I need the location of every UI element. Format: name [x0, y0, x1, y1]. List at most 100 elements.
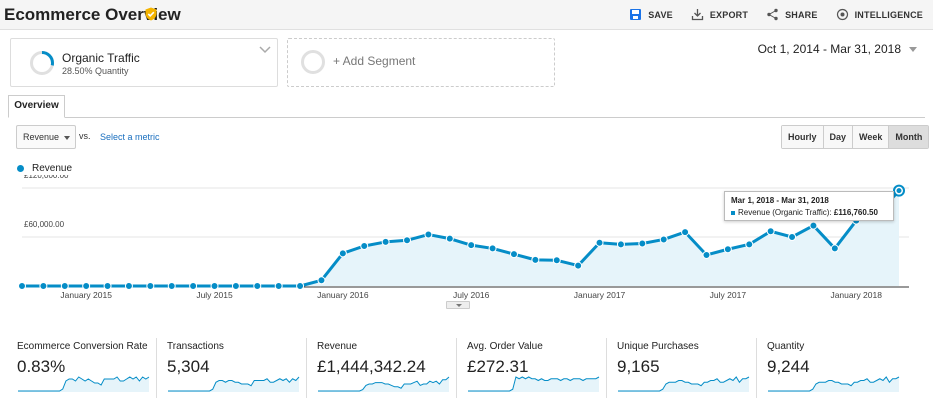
data-point[interactable]: [403, 236, 412, 245]
segment-name: Organic Traffic: [62, 51, 140, 65]
data-point[interactable]: [531, 255, 540, 264]
chevron-down-icon[interactable]: [259, 46, 271, 54]
scorecard-sparkline: [768, 376, 900, 392]
period-hourly-button[interactable]: Hourly: [782, 126, 824, 148]
data-point[interactable]: [788, 233, 797, 241]
data-point[interactable]: [745, 240, 754, 249]
data-point[interactable]: [830, 244, 839, 253]
scorecard-sparkline: [318, 376, 450, 392]
date-range-picker[interactable]: Oct 1, 2014 - Mar 31, 2018: [758, 42, 917, 56]
data-point[interactable]: [18, 282, 26, 290]
data-point[interactable]: [467, 241, 476, 250]
caret-down-icon: [64, 136, 70, 140]
legend-label: Revenue: [32, 163, 73, 174]
scorecard[interactable]: Revenue £1,444,342.24: [310, 338, 451, 398]
scorecard[interactable]: Ecommerce Conversion Rate 0.83%: [10, 338, 151, 398]
top-bar: Ecommerce Overview SAVE EXPORT SHARE INT…: [0, 0, 933, 30]
data-point[interactable]: [595, 238, 604, 247]
scorecard-label: Unique Purchases: [617, 341, 699, 352]
add-segment-button[interactable]: + Add Segment: [287, 38, 555, 87]
data-point[interactable]: [681, 228, 690, 237]
scorecard-sparkline: [618, 376, 750, 392]
data-point[interactable]: [253, 282, 262, 290]
scorecard[interactable]: Avg. Order Value £272.31: [460, 338, 601, 398]
y-tick-label: £60,000.00: [24, 220, 65, 229]
data-point[interactable]: [338, 249, 347, 258]
scorecard-value: 5,304: [167, 357, 210, 376]
data-point[interactable]: [381, 237, 390, 246]
export-button[interactable]: EXPORT: [691, 8, 748, 21]
data-point[interactable]: [638, 239, 647, 248]
select-metric-link[interactable]: Select a metric: [100, 132, 160, 142]
data-point[interactable]: [296, 282, 305, 290]
intelligence-button[interactable]: INTELLIGENCE: [836, 8, 923, 21]
data-point[interactable]: [574, 261, 583, 270]
scorecard[interactable]: Quantity 9,244: [760, 338, 901, 398]
sparkline-line: [168, 376, 300, 392]
scorecard[interactable]: Unique Purchases 9,165: [610, 338, 751, 398]
scorecard-value: 9,165: [617, 357, 660, 376]
scorecard[interactable]: Transactions 5,304: [160, 338, 301, 398]
scorecard-label: Transactions: [167, 341, 224, 352]
sparkline-area: [18, 377, 149, 392]
data-point[interactable]: [274, 282, 283, 290]
legend-dot: [17, 165, 24, 172]
data-point[interactable]: [659, 235, 668, 244]
data-point[interactable]: [210, 282, 219, 290]
data-point[interactable]: [702, 250, 711, 259]
data-point[interactable]: [167, 282, 176, 290]
scorecard-value: £272.31: [467, 357, 529, 376]
share-button[interactable]: SHARE: [766, 8, 818, 21]
save-label: SAVE: [648, 9, 673, 20]
x-tick-label: January 2015: [60, 290, 112, 300]
data-point[interactable]: [723, 245, 732, 254]
sparkline-area: [468, 377, 599, 392]
scorecard-divider: [456, 338, 457, 398]
period-month-button[interactable]: Month: [889, 126, 929, 148]
data-point[interactable]: [766, 227, 775, 236]
data-point[interactable]: [60, 282, 69, 290]
scorecard-label: Ecommerce Conversion Rate: [17, 341, 148, 352]
tab-overview[interactable]: Overview: [8, 95, 65, 118]
data-point[interactable]: [124, 282, 133, 290]
period-week-button[interactable]: Week: [853, 126, 890, 148]
data-point[interactable]: [360, 241, 369, 250]
x-tick-label: January 2017: [574, 290, 626, 300]
series-area: [22, 190, 899, 286]
data-point[interactable]: [103, 282, 112, 290]
scorecard-label: Revenue: [317, 341, 358, 352]
period-day-button[interactable]: Day: [823, 126, 854, 148]
chart-tooltip: Mar 1, 2018 - Mar 31, 2018 Revenue (Orga…: [724, 191, 894, 221]
scorecard-divider: [756, 338, 757, 398]
data-point[interactable]: [509, 250, 518, 259]
sparkline-line: [318, 376, 450, 392]
data-point[interactable]: [231, 282, 240, 290]
data-point[interactable]: [809, 221, 818, 230]
save-button[interactable]: SAVE: [629, 8, 673, 21]
chart-resize-handle[interactable]: [446, 301, 470, 309]
scorecard-divider: [606, 338, 607, 398]
data-point[interactable]: [445, 234, 454, 243]
segment-ring-icon: [30, 51, 54, 75]
data-point[interactable]: [189, 282, 198, 290]
data-point[interactable]: [488, 244, 497, 253]
scorecard-value: 9,244: [767, 357, 810, 376]
x-tick-label: July 2015: [196, 290, 233, 300]
export-label: EXPORT: [709, 9, 749, 20]
chart-legend: Revenue: [17, 163, 72, 174]
data-point[interactable]: [146, 282, 155, 290]
tooltip-swatch: [731, 210, 735, 215]
data-point[interactable]: [39, 282, 48, 290]
data-point[interactable]: [82, 282, 91, 290]
segment-organic-traffic[interactable]: Organic Traffic 28.50% Quantity: [10, 38, 278, 87]
date-range-text: Oct 1, 2014 - Mar 31, 2018: [757, 42, 901, 56]
add-segment-label: + Add Segment: [333, 54, 416, 68]
data-point[interactable]: [424, 230, 433, 239]
intelligence-label: INTELLIGENCE: [854, 9, 923, 20]
data-point[interactable]: [616, 240, 625, 249]
metric-dropdown[interactable]: Revenue: [16, 125, 76, 149]
data-point[interactable]: [552, 256, 561, 265]
y-tick-label: £120,000.00: [24, 175, 69, 180]
data-point[interactable]: [317, 276, 326, 285]
scorecard-value: 0.83%: [17, 357, 66, 376]
